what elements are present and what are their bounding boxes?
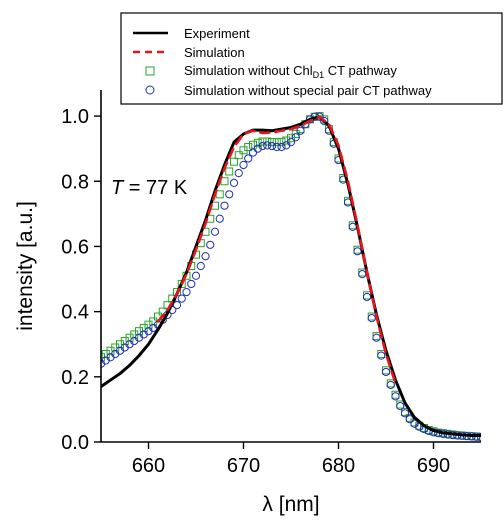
- y-tick-label: 1.0: [61, 106, 89, 128]
- no-chld1-point: [272, 138, 281, 147]
- legend-circle-marker: [145, 85, 155, 95]
- no-special-pair-point: [258, 141, 267, 151]
- no-chld1-point: [244, 143, 253, 152]
- plot-area: [101, 112, 481, 442]
- no-special-pair-point: [187, 279, 196, 289]
- no-special-pair-point: [263, 141, 272, 150]
- no-special-pair-point: [396, 402, 405, 411]
- legend-no-chld1-pre: Simulation without Chl: [184, 63, 313, 78]
- no-special-pair-point: [272, 142, 281, 152]
- legend-box: [120, 12, 503, 105]
- legend-experiment-label: Experiment: [184, 26, 250, 41]
- legend-no-chld1-label: Simulation without ChlD1 CT pathway: [184, 63, 397, 80]
- temperature-symbol: T: [111, 177, 125, 199]
- x-ticks: 660 670 680 690: [132, 442, 450, 477]
- y-tick-label: 0.4: [61, 302, 89, 324]
- no-special-pair-point: [177, 294, 186, 303]
- temperature-value: = 77 K: [123, 177, 188, 199]
- no-special-pair-point: [196, 261, 205, 271]
- no-special-pair-point: [220, 201, 229, 210]
- y-tick-label: 0.8: [61, 171, 89, 193]
- no-special-pair-point: [225, 190, 234, 199]
- no-special-pair-point: [215, 214, 224, 223]
- no-special-pair-point: [386, 380, 395, 390]
- no-special-pair-point: [320, 116, 329, 126]
- legend-no-special-pair-label: Simulation without special pair CT pathw…: [184, 83, 432, 98]
- no-special-pair-point: [367, 314, 376, 323]
- x-axis-title: λ [nm]: [262, 493, 319, 516]
- no-special-pair-point: [210, 227, 220, 236]
- legend-no-chld1-post: CT pathway: [324, 63, 397, 78]
- no-special-pair-point: [253, 144, 262, 153]
- x-tick-label: 690: [417, 455, 450, 477]
- no-special-pair-point: [476, 433, 481, 442]
- no-special-pair-point: [400, 409, 410, 418]
- experiment-line: [101, 115, 481, 437]
- no-special-pair-point: [244, 154, 253, 163]
- legend-simulation-label: Simulation: [184, 45, 245, 60]
- no-special-pair-point: [362, 292, 372, 302]
- no-special-pair-point: [296, 126, 305, 135]
- y-tick-label: 0.0: [61, 432, 89, 454]
- no-special-pair-point: [206, 240, 215, 249]
- no-chld1-point: [230, 157, 238, 166]
- no-chld1-point: [215, 190, 224, 199]
- no-chld1-point: [234, 151, 243, 160]
- y-tick-label: 0.2: [61, 367, 89, 389]
- no-special-pair-point: [377, 351, 386, 360]
- no-special-pair-point: [172, 301, 182, 310]
- legend-square-marker: [145, 66, 155, 76]
- no-special-pair-point: [248, 148, 258, 157]
- no-special-pair-point: [267, 141, 277, 151]
- y-axis-title: intensity [a.u.]: [14, 201, 37, 331]
- no-special-pair-point: [391, 392, 400, 401]
- no-special-pair-point: [286, 138, 296, 147]
- no-special-pair-point: [348, 222, 357, 231]
- no-special-pair-point: [381, 367, 391, 377]
- temperature-annotation: T = 77 K: [111, 177, 188, 199]
- x-tick-label: 660: [132, 455, 165, 477]
- no-special-pair-point: [191, 271, 201, 280]
- simulation-line: [156, 115, 397, 385]
- no-special-pair-point: [291, 133, 300, 142]
- no-chld1-point: [282, 136, 291, 145]
- no-special-pair-point: [201, 252, 210, 261]
- no-chld1-point: [263, 137, 272, 146]
- no-special-pair-point: [182, 287, 191, 297]
- no-chld1-point: [225, 167, 234, 176]
- no-special-pair-point: [410, 419, 419, 428]
- no-chld1-point: [258, 137, 267, 146]
- no-special-pair-point: [234, 169, 243, 178]
- no-chld1-point: [287, 134, 295, 143]
- y-tick-label: 0.6: [61, 236, 89, 258]
- no-special-pair-point: [229, 178, 239, 187]
- legend-no-chld1-sub: D1: [313, 70, 325, 80]
- no-special-pair-point: [239, 160, 248, 170]
- series-layer: [101, 112, 481, 442]
- x-tick-label: 670: [227, 455, 260, 477]
- no-chld1-point: [220, 177, 229, 186]
- no-special-pair-point: [372, 333, 381, 342]
- no-chld1-point: [249, 140, 257, 149]
- legend: Experiment Simulation Simulation without…: [120, 12, 503, 105]
- x-tick-label: 680: [322, 455, 355, 477]
- no-special-pair-point: [353, 247, 362, 256]
- no-special-pair-point: [277, 142, 286, 152]
- no-special-pair-point: [405, 415, 414, 424]
- y-ticks: 0.0 0.2 0.4 0.6 0.8 1.0: [61, 106, 101, 454]
- no-special-pair-point: [358, 270, 367, 279]
